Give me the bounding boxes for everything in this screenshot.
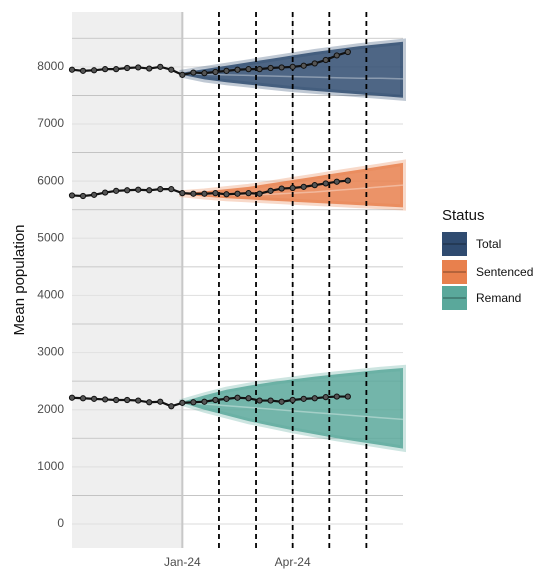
legend-key	[442, 260, 467, 284]
observed-point	[289, 63, 296, 70]
observed-point	[102, 396, 109, 403]
observed-point	[190, 190, 197, 197]
observed-point	[135, 397, 142, 404]
observed-point	[212, 190, 219, 197]
observed-point	[223, 67, 230, 74]
observed-point	[256, 66, 263, 73]
observed-point	[256, 397, 263, 404]
observed-point	[245, 190, 252, 197]
observed-point	[289, 396, 296, 404]
observed-point	[179, 399, 186, 406]
y-tick-label: 6000	[37, 173, 64, 187]
observed-point	[278, 64, 285, 71]
history-shade	[72, 12, 183, 548]
observed-point	[300, 395, 307, 402]
observed-point	[68, 192, 76, 199]
legend-label: Sentenced	[476, 265, 533, 279]
observed-point	[212, 396, 219, 404]
observed-point	[245, 66, 252, 73]
observed-point	[289, 184, 296, 192]
legend-label: Total	[476, 237, 501, 251]
observed-point	[278, 398, 285, 405]
observed-point	[223, 191, 230, 198]
observed-point	[179, 190, 186, 197]
observed-point	[234, 394, 241, 401]
legend-title: Status	[442, 207, 485, 224]
observed-point	[212, 68, 219, 76]
observed-point	[322, 394, 329, 401]
observed-point	[79, 395, 87, 402]
y-tick-label: 8000	[37, 59, 64, 73]
observed-point	[90, 67, 98, 74]
observed-point	[124, 187, 131, 194]
observed-point	[124, 396, 131, 404]
observed-point	[201, 398, 208, 405]
observed-point	[333, 178, 340, 185]
x-tick-label: Jan-24	[164, 555, 201, 569]
observed-point	[79, 192, 87, 200]
observed-point	[300, 183, 307, 190]
observed-point	[79, 67, 87, 74]
observed-point	[344, 177, 351, 184]
observed-point	[234, 66, 241, 73]
observed-point	[190, 69, 197, 76]
legend-key	[442, 232, 467, 256]
y-tick-label: 3000	[37, 345, 64, 359]
observed-point	[102, 189, 109, 196]
observed-point	[311, 182, 318, 189]
observed-point	[322, 56, 329, 64]
observed-point	[190, 399, 197, 406]
observed-point	[168, 403, 175, 410]
y-tick-label: 2000	[37, 402, 64, 416]
y-tick-label: 1000	[37, 459, 64, 473]
legend-label: Remand	[476, 291, 521, 305]
observed-point	[234, 190, 241, 197]
observed-point	[135, 186, 142, 193]
observed-point	[157, 63, 164, 70]
observed-point	[102, 66, 109, 73]
observed-point	[333, 393, 340, 400]
observed-point	[135, 64, 142, 71]
y-tick-label: 0	[57, 516, 64, 530]
observed-point	[90, 395, 98, 402]
observed-point	[168, 186, 175, 193]
observed-point	[113, 396, 120, 404]
observed-point	[157, 398, 164, 405]
observed-point	[113, 187, 120, 194]
y-tick-label: 5000	[37, 230, 64, 244]
observed-point	[124, 64, 131, 72]
observed-point	[157, 186, 164, 193]
observed-point	[201, 70, 208, 77]
observed-point	[223, 395, 230, 402]
y-tick-label: 4000	[37, 288, 64, 302]
observed-point	[333, 52, 340, 59]
observed-point	[168, 66, 175, 73]
observed-point	[256, 190, 263, 197]
y-tick-label: 7000	[37, 116, 64, 130]
observed-point	[68, 66, 76, 73]
observed-point	[267, 187, 274, 194]
observed-point	[344, 48, 351, 56]
observed-point	[146, 65, 153, 72]
observed-point	[267, 397, 274, 404]
observed-point	[322, 180, 329, 187]
legend-key	[442, 286, 467, 310]
observed-point	[300, 62, 307, 69]
observed-point	[311, 60, 318, 67]
y-axis-title: Mean population	[11, 225, 28, 336]
x-tick-label: Apr-24	[275, 555, 311, 569]
observed-point	[179, 71, 186, 78]
observed-point	[344, 393, 351, 400]
observed-point	[311, 395, 318, 402]
observed-point	[90, 191, 98, 198]
observed-point	[201, 190, 208, 197]
observed-point	[267, 64, 274, 72]
observed-point	[113, 66, 120, 73]
observed-point	[68, 394, 76, 401]
observed-point	[245, 395, 252, 402]
observed-point	[278, 185, 285, 192]
observed-point	[146, 399, 153, 406]
observed-point	[146, 187, 153, 194]
